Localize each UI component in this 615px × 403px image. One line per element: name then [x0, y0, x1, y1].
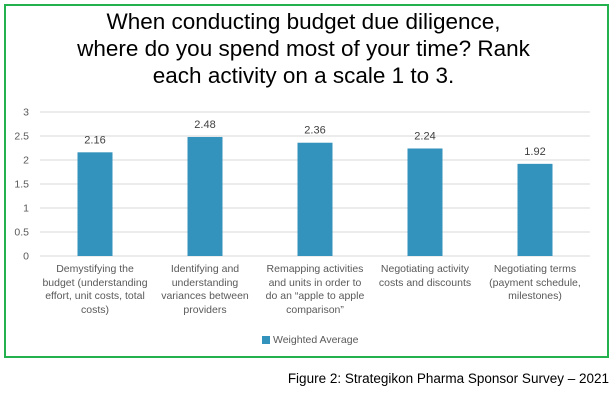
chart-title-line: each activity on a scale 1 to 3. — [152, 63, 455, 88]
x-tick-label-line: milestones) — [508, 290, 562, 303]
chart-title-line: where do you spend most of your time? Ra… — [77, 36, 530, 61]
y-tick-label: 1 — [23, 203, 29, 215]
chart-title: When conducting budget due diligence, wh… — [0, 8, 607, 89]
data-label: 2.36 — [304, 125, 325, 137]
x-tick-label-line: understanding — [171, 276, 239, 289]
legend-swatch — [262, 336, 270, 344]
x-tick-label-line: Demystifying the — [56, 263, 134, 275]
x-tick-label: Demystifying the budget (understanding eff… — [36, 263, 154, 317]
bar — [517, 163, 553, 256]
x-tick-label-line: Remapping activities — [266, 263, 364, 275]
x-tick-label-line: providers — [183, 303, 227, 316]
x-tick-label-line: costs and discounts — [378, 276, 472, 289]
x-tick-label-line: Identifying and — [170, 263, 240, 275]
y-tick-label: 0 — [23, 251, 29, 263]
y-tick-label: 2.5 — [14, 131, 29, 143]
y-tick-label: 0.5 — [14, 227, 29, 239]
bar — [77, 152, 113, 256]
x-tick-label-line: costs) — [80, 303, 109, 316]
x-tick-label: Negotiating activity costs and discounts — [366, 263, 484, 290]
x-tick-label: Identifying and understanding variances be… — [146, 263, 264, 317]
legend: Weighted Average — [262, 334, 358, 346]
figure-frame — [4, 4, 609, 358]
x-tick-label-line: do an “apple to apple — [265, 290, 365, 303]
bar — [297, 142, 333, 256]
data-label: 2.24 — [414, 130, 435, 142]
figure-caption: Figure 2: Strategikon Pharma Sponsor Sur… — [287, 371, 609, 386]
x-tick-label-line: comparison” — [286, 303, 344, 316]
chart-title-line: When conducting budget due diligence, — [106, 9, 501, 34]
x-tick-label-line: effort, unit costs, total — [45, 290, 145, 303]
data-label: 2.16 — [84, 134, 105, 146]
x-tick-label: Negotiating terms (payment schedule, miles… — [476, 263, 594, 304]
x-tick-label-line: budget (understanding — [42, 276, 148, 289]
data-label: 2.48 — [194, 119, 215, 131]
y-tick-label: 1.5 — [14, 179, 29, 191]
x-tick-label-line: Negotiating activity — [380, 263, 470, 275]
y-tick-label: 2 — [23, 155, 29, 167]
x-tick-label-line: variances between — [161, 290, 249, 303]
x-tick-label-line: Negotiating terms — [493, 263, 577, 275]
x-tick-label-line: (payment schedule, — [489, 276, 581, 289]
data-label: 1.92 — [524, 146, 545, 158]
x-tick-label-line: and units in order to — [268, 276, 362, 289]
bar — [187, 136, 223, 256]
legend-label: Weighted Average — [273, 334, 359, 346]
x-tick-label: Remapping activities and units in order t… — [256, 263, 374, 317]
bar — [407, 148, 443, 256]
y-tick-label: 3 — [23, 107, 29, 119]
